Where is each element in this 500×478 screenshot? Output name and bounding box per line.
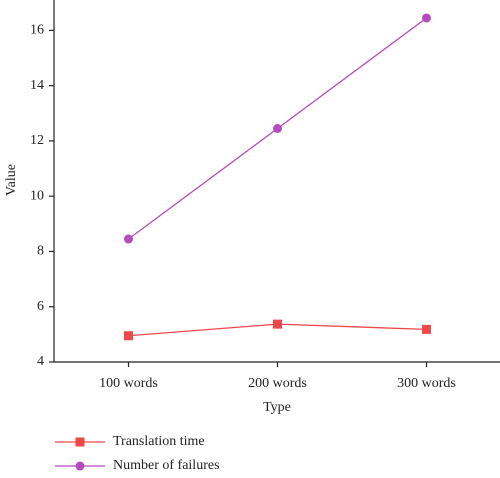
y-tick-label: 6 <box>37 299 44 314</box>
data-point <box>273 319 282 329</box>
y-tick-label: 14 <box>30 78 44 93</box>
y-tick-label: 8 <box>37 244 44 259</box>
x-tick-label: 300 words <box>397 376 456 391</box>
x-tick-label: 100 words <box>99 376 158 391</box>
data-point <box>124 234 133 244</box>
legend-label: Translation time <box>113 434 205 449</box>
x-tick-label: 200 words <box>248 376 307 391</box>
x-axis-label: Type <box>263 400 291 415</box>
data-point <box>422 13 431 23</box>
data-point <box>124 331 133 341</box>
y-axis-label: Value <box>4 164 19 196</box>
y-tick-label: 16 <box>30 23 44 38</box>
y-tick-label: 4 <box>37 354 44 369</box>
legend-marker <box>75 437 85 447</box>
legend-marker <box>75 461 85 471</box>
y-tick-label: 12 <box>30 133 44 148</box>
data-point <box>273 123 282 133</box>
data-point <box>422 324 431 334</box>
y-tick-label: 10 <box>30 188 44 203</box>
legend-label: Number of failures <box>113 458 220 473</box>
